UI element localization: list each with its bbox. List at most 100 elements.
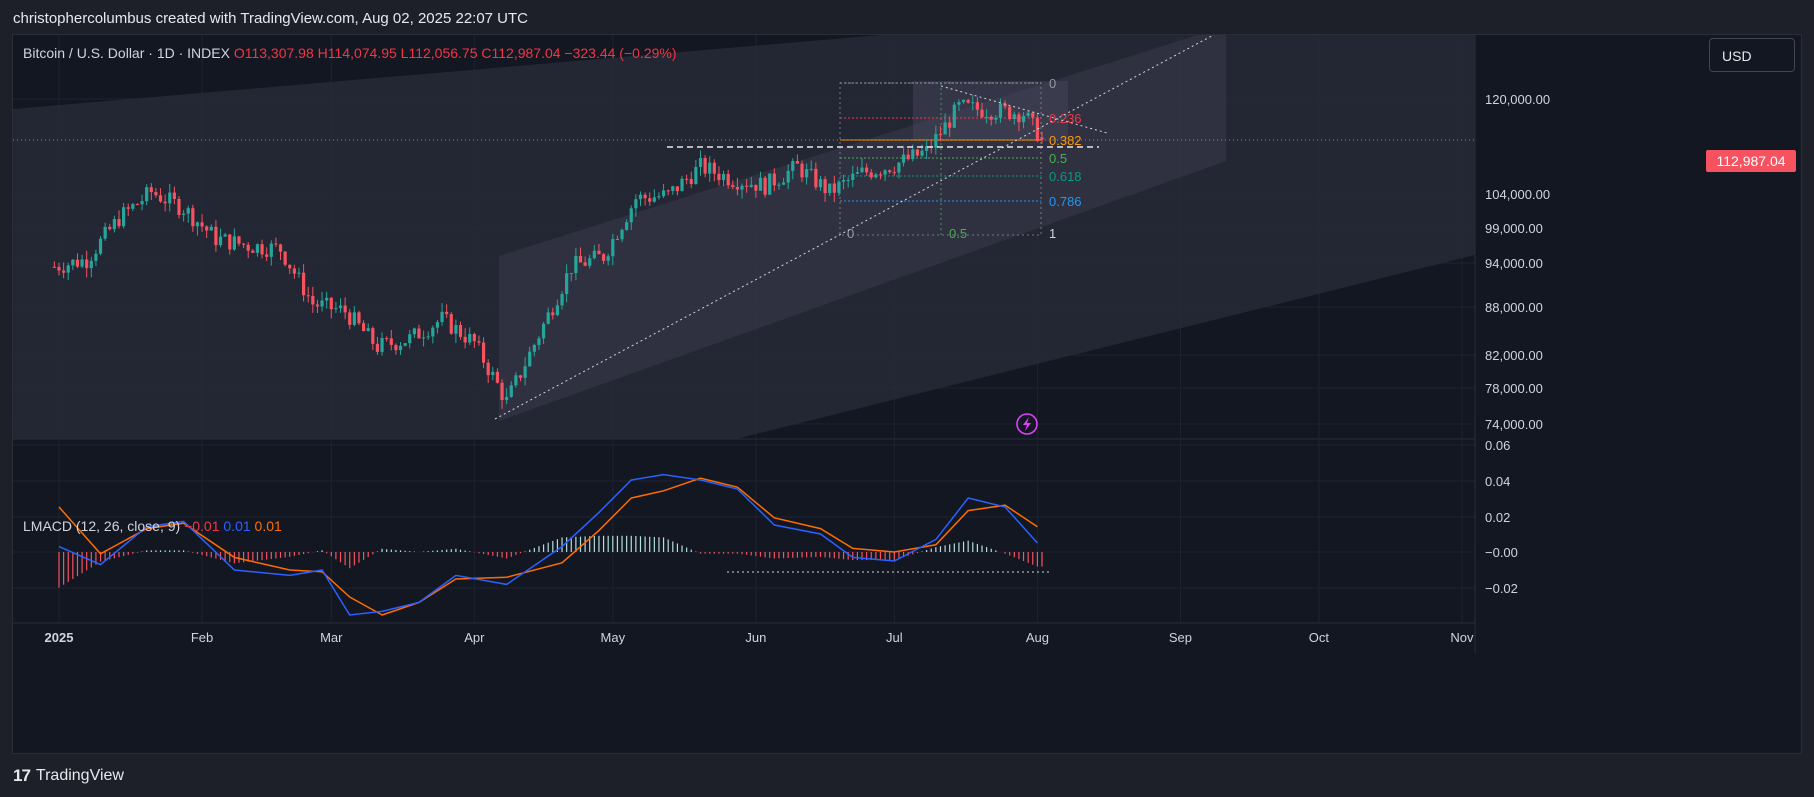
candle-body	[158, 195, 163, 202]
last-price-badge: 112,987.04	[1706, 150, 1796, 172]
candle	[334, 302, 338, 313]
descending-trendline	[940, 85, 1108, 134]
candle	[445, 304, 449, 319]
macd-tick-label: −0.02	[1485, 581, 1518, 596]
time-axis-label: Jun	[745, 630, 766, 645]
candle-body	[195, 222, 200, 227]
candle	[652, 189, 656, 203]
candle	[421, 330, 426, 347]
candle-body	[948, 122, 952, 128]
candle-body	[874, 174, 878, 178]
candle-body	[463, 336, 467, 343]
candle	[985, 109, 989, 124]
candle	[643, 192, 647, 206]
fib-time-label: 0.5	[949, 226, 967, 241]
trend-channel-fill	[499, 35, 1226, 421]
candle-body	[652, 197, 656, 202]
candle-body	[846, 179, 850, 181]
candle	[154, 187, 158, 198]
candle	[934, 125, 938, 155]
candle	[320, 291, 324, 312]
candle	[458, 321, 463, 340]
candle	[301, 264, 306, 302]
candle-body	[763, 177, 767, 195]
candle	[182, 209, 186, 222]
candle-body	[394, 344, 398, 351]
candle-body	[911, 149, 915, 160]
tradingview-logo[interactable]: 17 TradingView	[13, 766, 124, 786]
candle-body	[426, 336, 430, 338]
candle-body	[200, 222, 204, 227]
candle	[228, 234, 232, 255]
macd-label[interactable]: LMACD (12, 26, close, 9)	[23, 518, 181, 534]
candle	[463, 328, 467, 349]
candle-body	[214, 226, 218, 246]
candle	[385, 336, 389, 342]
candle-body	[638, 194, 643, 200]
candle	[283, 251, 287, 267]
candle	[440, 302, 444, 326]
candle-body	[915, 149, 919, 156]
candle	[721, 170, 726, 187]
candle-body	[366, 328, 370, 332]
candle-body	[315, 304, 320, 307]
candle-body	[218, 236, 223, 246]
candle	[1040, 131, 1044, 144]
macd-hist-value: −0.01	[184, 518, 220, 534]
time-axis-label: May	[601, 630, 626, 645]
candle	[288, 264, 292, 275]
brand-name: TradingView	[35, 767, 124, 784]
candle-body	[625, 222, 629, 230]
symbol-name[interactable]: Bitcoin / U.S. Dollar · 1D · INDEX	[23, 45, 230, 61]
candle	[417, 324, 421, 339]
candle	[698, 150, 703, 176]
candle-body	[754, 184, 758, 191]
chart-panel[interactable]: 0 0.236 0.382 0.5 0.618 0.786 0 0.5 1 120,000.00 1…	[12, 34, 1802, 754]
candle-body	[777, 184, 781, 186]
candle	[671, 185, 675, 195]
candle-body	[57, 266, 61, 271]
candle	[897, 162, 901, 179]
candle	[435, 319, 440, 334]
candle-body	[888, 170, 892, 173]
candle-body	[832, 183, 836, 193]
lightning-icon[interactable]	[1016, 413, 1038, 435]
candle	[925, 139, 929, 160]
macd-tick-label: 0.06	[1485, 438, 1510, 453]
candle-body	[860, 167, 864, 173]
candle-body	[657, 196, 661, 198]
candle-body	[1026, 112, 1030, 116]
candle-body	[523, 366, 527, 378]
candle	[500, 379, 504, 409]
candle-body	[209, 226, 213, 231]
time-axis-label: Mar	[320, 630, 343, 645]
candle-body	[1017, 114, 1021, 123]
close-value: C112,987.04	[481, 45, 561, 61]
candle-body	[648, 198, 652, 202]
change-value: −323.44 (−0.29%)	[564, 45, 677, 61]
candle-body	[749, 184, 753, 187]
candle-body	[901, 154, 906, 163]
candle	[103, 222, 107, 241]
candle-body	[878, 174, 883, 176]
candle	[315, 299, 320, 314]
candle-body	[348, 312, 352, 325]
candle	[218, 228, 223, 248]
candle-body	[486, 362, 490, 376]
candle	[971, 94, 975, 111]
candle-body	[689, 178, 693, 185]
candle	[348, 308, 352, 330]
candle	[943, 113, 947, 135]
currency-button[interactable]: USD	[1709, 38, 1795, 72]
candle-body	[122, 207, 126, 227]
candle	[685, 174, 689, 185]
candle	[957, 99, 961, 111]
candle	[841, 174, 846, 190]
candle	[158, 188, 163, 203]
candle	[754, 184, 758, 198]
candle	[768, 173, 772, 195]
candle-body	[412, 328, 416, 335]
candle	[85, 250, 89, 278]
candle	[1008, 105, 1012, 121]
